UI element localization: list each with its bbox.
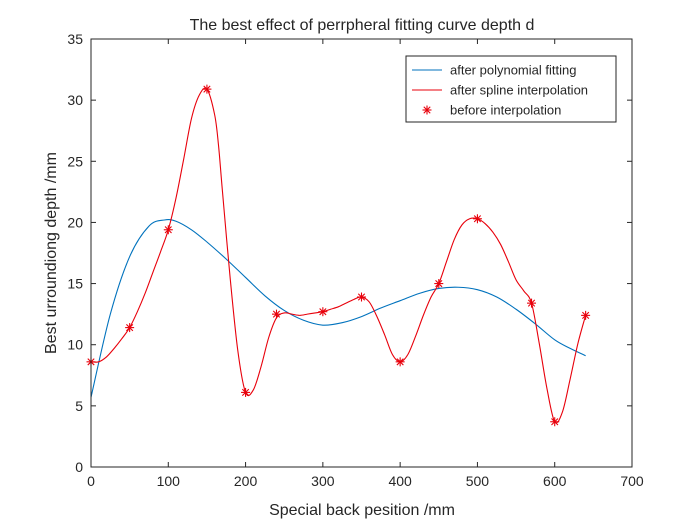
series-layer — [86, 84, 591, 427]
y-tick-label: 25 — [67, 153, 83, 169]
legend-swatch-before — [422, 105, 432, 115]
y-tick-label: 0 — [75, 459, 83, 475]
before-interpolation-marker — [581, 310, 591, 320]
legend-star-marker — [422, 105, 432, 115]
x-tick-label: 200 — [234, 473, 258, 489]
legend-box — [405, 55, 617, 123]
before-interpolation-marker — [125, 323, 135, 333]
x-tick-label: 600 — [543, 473, 567, 489]
chart-title: The best effect of perrpheral fitting cu… — [190, 17, 535, 34]
ticks-layer: 0 100 200 300 400 500 600 700 0 5 10 15 20 25 30 35 — [67, 31, 643, 489]
y-tick-label: 10 — [67, 337, 83, 353]
x-tick-label: 300 — [311, 473, 335, 489]
before-interpolation-marker — [357, 292, 366, 302]
before-interpolation-marker — [241, 387, 251, 397]
before-interpolation-marker — [472, 214, 482, 224]
legend: after polynomial fitting after spline in… — [405, 55, 617, 123]
y-tick-label: 15 — [67, 276, 83, 292]
axes-box — [90, 38, 633, 468]
x-tick-label: 0 — [87, 473, 95, 489]
x-tick-label: 500 — [466, 473, 490, 489]
spline-interpolation-line — [90, 87, 587, 424]
x-tick-label: 100 — [157, 473, 181, 489]
before-interpolation-marker — [318, 307, 328, 317]
before-interpolation-marker — [271, 309, 281, 319]
legend-label-polynomial: after polynomial fitting — [450, 63, 576, 78]
before-interpolation-marker — [163, 225, 173, 235]
legend-label-before: before interpolation — [450, 103, 561, 118]
x-tick-label: 400 — [388, 473, 412, 489]
y-tick-label: 30 — [67, 92, 83, 108]
y-axis-label: Best urroundiong depth /mm — [43, 152, 60, 354]
before-interpolation-marker — [527, 298, 537, 308]
x-tick-label: 700 — [620, 473, 644, 489]
y-tick-label: 35 — [67, 31, 83, 47]
x-axis-label: Special back pesition /mm — [269, 502, 455, 519]
before-interpolation-marker — [395, 357, 405, 367]
y-tick-label: 5 — [75, 398, 83, 414]
before-interpolation-marker — [434, 279, 444, 289]
legend-label-spline: after spline interpolation — [450, 83, 588, 98]
before-interpolation-marker — [550, 417, 560, 427]
y-tick-label: 20 — [67, 214, 83, 230]
polynomial-fit-line — [90, 219, 586, 398]
before-interpolation-marker — [202, 84, 212, 94]
